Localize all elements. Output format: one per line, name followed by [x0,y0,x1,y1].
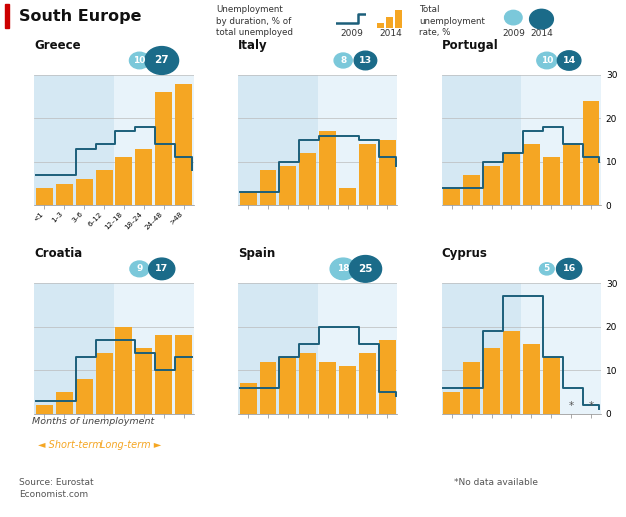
Bar [521,75,601,205]
Text: 16: 16 [563,264,576,273]
Bar [115,158,133,205]
Bar [463,175,480,205]
Bar [359,144,376,205]
Bar [56,392,73,414]
Bar [56,184,73,205]
Text: Portugal: Portugal [442,39,498,52]
Bar [543,158,560,205]
Bar [521,283,601,414]
Bar [583,101,600,205]
Bar [114,283,193,414]
Bar [240,192,257,205]
Text: Cyprus: Cyprus [442,247,488,260]
Bar [319,131,336,205]
Text: *No data available: *No data available [454,478,538,487]
Bar [317,283,398,414]
Text: 10: 10 [541,56,553,65]
Bar [442,75,521,205]
Text: 10: 10 [133,56,146,65]
Bar [36,405,53,414]
Bar [543,357,560,414]
Bar [279,166,296,205]
Text: 17: 17 [155,264,168,273]
Text: ◄ Short-term: ◄ Short-term [38,440,101,450]
Text: Total
unemployment
rate, %: Total unemployment rate, % [419,5,485,37]
Bar [279,357,296,414]
Bar [377,23,384,28]
Bar [523,344,540,414]
Text: Italy: Italy [238,39,268,52]
Text: South Europe: South Europe [19,9,141,24]
Text: *: * [588,401,593,412]
Bar [442,283,521,414]
Bar [155,93,172,205]
Text: Source: Eurostat: Source: Eurostat [19,478,93,487]
Bar [135,348,152,414]
Bar [260,171,277,205]
Bar [443,392,460,414]
Bar [260,361,277,414]
Text: 27: 27 [155,55,169,66]
Text: 5: 5 [544,264,550,273]
Text: Spain: Spain [238,247,275,260]
Bar [76,379,93,414]
Text: Long-term ►: Long-term ► [100,440,162,450]
Bar [175,84,192,205]
Text: Economist.com: Economist.com [19,490,88,499]
Bar [359,353,376,414]
Bar [319,361,336,414]
Text: Greece: Greece [34,39,81,52]
Bar [317,75,398,205]
Text: Croatia: Croatia [34,247,83,260]
Bar [36,188,53,205]
Text: 9: 9 [136,264,143,273]
Bar [240,383,257,414]
Bar [115,327,133,414]
Bar [339,366,356,414]
Bar [394,10,402,28]
Text: 13: 13 [359,56,372,65]
Text: 25: 25 [358,264,372,274]
Bar [238,283,317,414]
Bar [339,188,356,205]
Text: 2009: 2009 [502,29,525,38]
Bar [238,75,317,205]
Bar [503,331,520,414]
Bar [483,166,500,205]
Bar [563,144,580,205]
Bar [76,179,93,205]
Bar [299,153,316,205]
Bar [379,340,396,414]
Bar [523,144,540,205]
Bar [299,353,316,414]
Text: 2014: 2014 [379,29,402,38]
Bar [175,336,192,414]
Text: Months of unemployment: Months of unemployment [31,417,154,426]
Bar [503,153,520,205]
Text: 18: 18 [337,264,349,273]
Text: 2009: 2009 [341,29,363,38]
Bar [96,171,113,205]
Bar [114,75,193,205]
Text: Unemployment
by duration, % of
total unemployed: Unemployment by duration, % of total une… [216,5,293,37]
Text: 2014: 2014 [530,29,553,38]
Bar [34,75,114,205]
Text: 8: 8 [340,56,346,65]
Bar [443,188,460,205]
Bar [96,353,113,414]
Bar [34,283,114,414]
Bar [483,348,500,414]
Bar [463,361,480,414]
Bar [135,149,152,205]
Text: 14: 14 [563,56,576,65]
Text: *: * [568,401,573,412]
Bar [155,336,172,414]
Bar [386,17,393,28]
Bar [379,140,396,205]
